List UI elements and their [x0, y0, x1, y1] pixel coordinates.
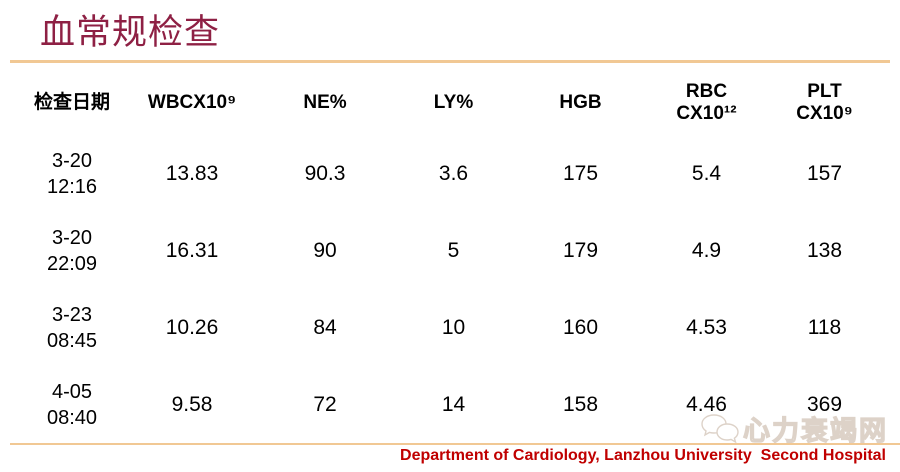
cell-plt: 157 [806, 161, 843, 185]
cell-wbc: 10.26 [165, 315, 219, 339]
cell-hgb: 175 [562, 161, 599, 185]
cell-plt: 118 [807, 315, 842, 339]
cell-plt: 138 [806, 238, 843, 262]
cell-rbc: 4.53 [686, 315, 727, 339]
cell-hgb: 158 [562, 392, 599, 416]
footer-credit: Department of Cardiology, Lanzhou Univer… [400, 447, 886, 464]
watermark: 心力衰竭网 [698, 409, 888, 448]
col-header-rbc: RBC CX10¹² [676, 80, 737, 124]
bottom-divider [10, 443, 900, 445]
cell-ly: 10 [441, 315, 466, 339]
cell-hgb: 160 [562, 315, 599, 339]
cell-hgb: 179 [562, 238, 599, 262]
cell-wbc: 16.31 [165, 238, 219, 262]
blood-test-table: 检查日期 WBCX10⁹ NE% LY% HGB RBC CX10¹² PLT … [20, 70, 880, 443]
cell-wbc: 13.83 [165, 161, 219, 185]
cell-date: 3-23 08:45 [46, 303, 98, 352]
cell-rbc: 4.46 [686, 392, 727, 416]
cell-ne: 90.3 [304, 161, 346, 185]
table-row: 3-20 12:16 13.83 90.3 3.6 175 5.4 157 [20, 135, 880, 212]
table-row: 3-20 22:09 16.31 90 5 179 4.9 138 [20, 212, 880, 289]
cell-date: 3-20 12:16 [46, 149, 98, 198]
cell-wbc: 9.58 [171, 392, 213, 416]
cell-ne: 90 [313, 238, 337, 262]
table-row: 4-05 08:40 9.58 72 14 158 4.46 369 [20, 366, 880, 443]
col-header-plt: PLT CX10⁹ [796, 80, 853, 124]
cell-ne: 72 [313, 392, 337, 416]
cell-plt: 369 [806, 392, 843, 416]
col-header-date: 检查日期 [33, 91, 110, 113]
page-title: 血常规检查 [40, 13, 221, 52]
col-header-wbc: WBCX10⁹ [147, 91, 237, 113]
cell-ly: 5 [447, 238, 460, 262]
table-row: 3-23 08:45 10.26 84 10 160 4.53 118 [20, 289, 880, 366]
cell-rbc: 4.9 [691, 238, 722, 262]
cell-ne: 84 [313, 315, 337, 339]
chat-bubbles-icon [701, 413, 739, 443]
col-header-hgb: HGB [559, 91, 602, 113]
cell-ly: 14 [441, 392, 466, 416]
col-header-ly: LY% [433, 91, 474, 113]
col-header-ne: NE% [303, 91, 347, 113]
table-header-row: 检查日期 WBCX10⁹ NE% LY% HGB RBC CX10¹² PLT … [20, 70, 880, 135]
cell-date: 3-20 22:09 [46, 226, 98, 275]
cell-date: 4-05 08:40 [46, 380, 98, 429]
cell-ly: 3.6 [438, 161, 469, 185]
top-divider [10, 60, 890, 63]
watermark-text: 心力衰竭网 [742, 415, 888, 446]
cell-rbc: 5.4 [691, 161, 722, 185]
